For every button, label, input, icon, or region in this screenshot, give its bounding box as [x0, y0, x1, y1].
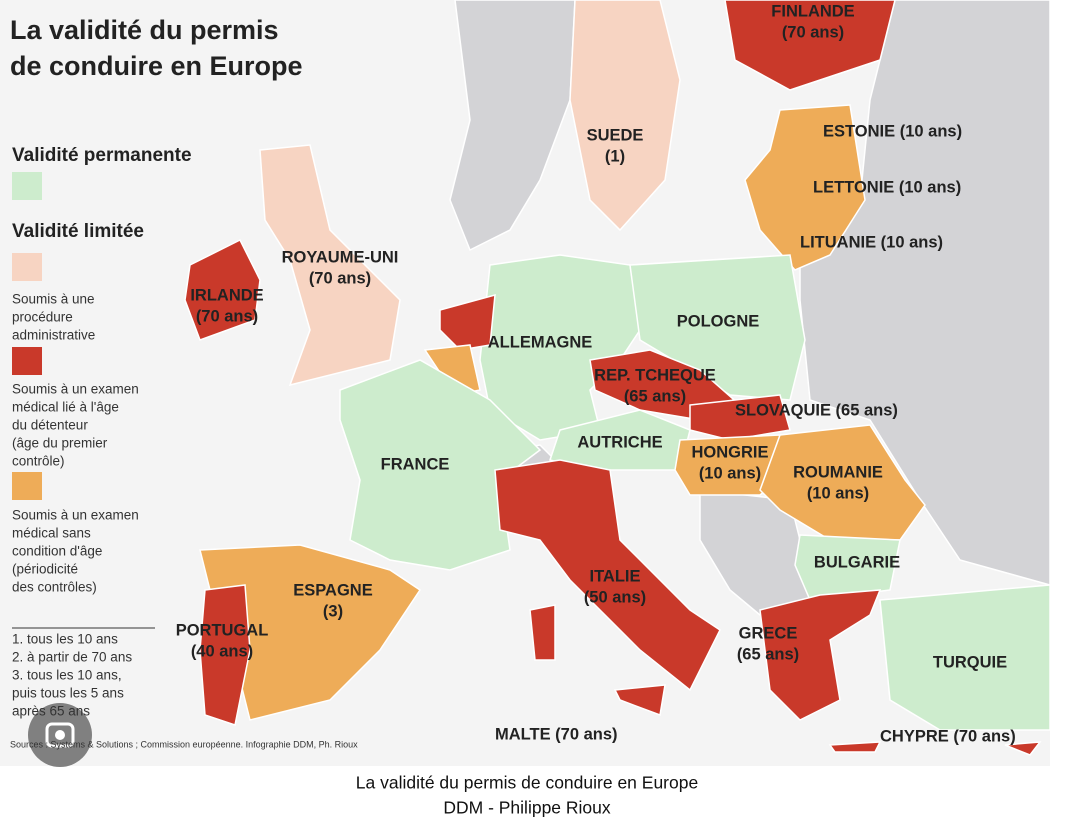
legend-swatch	[12, 472, 42, 500]
sardinia	[529, 604, 556, 661]
country-label: SUEDE	[587, 126, 644, 144]
country-label: REP. TCHEQUE	[594, 366, 716, 384]
country-label: HONGRIE	[691, 443, 768, 461]
legend-text: administrative	[12, 328, 95, 343]
note: 1. tous les 10 ans	[12, 632, 118, 647]
united-kingdom	[259, 144, 401, 387]
baltics	[744, 104, 866, 271]
legend-swatch	[12, 172, 42, 200]
country-label: (65 ans)	[737, 645, 799, 663]
country-label: SLOVAQUIE (65 ans)	[735, 401, 898, 419]
country-label: (10 ans)	[807, 484, 869, 502]
country-label: LETTONIE (10 ans)	[813, 178, 961, 196]
country-label: ROUMANIE	[793, 463, 883, 481]
country-label: (3)	[323, 602, 343, 620]
country-label: IRLANDE	[190, 286, 263, 304]
map	[184, 0, 1051, 756]
country-label: TURQUIE	[933, 653, 1007, 671]
note: 2. à partir de 70 ans	[12, 650, 132, 665]
country-label: ALLEMAGNE	[488, 333, 593, 351]
greece	[759, 589, 882, 721]
lens-icon-dot	[55, 730, 65, 740]
legend-swatch	[12, 253, 42, 281]
legend-text: Soumis à une	[12, 292, 95, 307]
country-label: FINLANDE	[771, 2, 854, 20]
country-label: LITUANIE (10 ans)	[800, 233, 943, 251]
country-label: (1)	[605, 147, 625, 165]
country-label: ESPAGNE	[293, 581, 372, 599]
country-label: PORTUGAL	[176, 621, 269, 639]
finland	[724, 0, 896, 91]
country-label: CHYPRE (70 ans)	[880, 727, 1016, 745]
crete	[828, 741, 882, 753]
france	[339, 359, 542, 571]
legend-text: du détenteur	[12, 418, 88, 433]
legend-text: médical sans	[12, 526, 91, 541]
title: de conduire en Europe	[10, 51, 303, 81]
legend-text: médical lié à l'âge	[12, 400, 119, 415]
country-label: (10 ans)	[699, 464, 761, 482]
legend-text: (périodicité	[12, 562, 78, 577]
title: La validité du permis	[10, 15, 279, 45]
legend-text: Soumis à un examen	[12, 382, 139, 397]
caption: La validité du permis de conduire en Eur…	[356, 773, 698, 793]
ireland	[184, 238, 261, 341]
cyprus	[1004, 741, 1042, 756]
country-label: POLOGNE	[677, 312, 760, 330]
country-label: ITALIE	[589, 567, 640, 585]
legend-text: condition d'âge	[12, 544, 102, 559]
slovakia	[689, 394, 791, 441]
country-label: AUTRICHE	[577, 433, 662, 451]
legend-text: des contrôles)	[12, 580, 97, 595]
note: 3. tous les 10 ans,	[12, 668, 122, 683]
legend-text: Soumis à un examen	[12, 508, 139, 523]
country-label: (70 ans)	[196, 307, 258, 325]
country-label: (40 ans)	[191, 642, 253, 660]
germany	[479, 254, 641, 441]
country-label: (65 ans)	[624, 387, 686, 405]
source: Sources : Systems & Solutions ; Commissi…	[10, 739, 358, 749]
country-label: BULGARIE	[814, 553, 900, 571]
lens-icon	[45, 722, 75, 748]
caption: DDM - Philippe Rioux	[443, 798, 611, 818]
netherlands	[439, 293, 496, 351]
legend-swatch	[12, 347, 42, 375]
note: puis tous les 5 ans	[12, 686, 124, 701]
sicily	[613, 684, 666, 717]
sweden	[569, 0, 681, 232]
legend-text: (âge du premier	[12, 436, 108, 451]
turkey	[879, 584, 1051, 731]
country-label: (70 ans)	[309, 269, 371, 287]
legend-text: procédure	[12, 310, 73, 325]
country-label: (70 ans)	[782, 23, 844, 41]
legend-text: contrôle)	[12, 454, 65, 469]
legend-heading: Validité limitée	[12, 221, 144, 242]
country-label: (50 ans)	[584, 588, 646, 606]
italy	[494, 459, 721, 692]
legend-heading: Validité permanente	[12, 145, 192, 166]
portugal	[199, 584, 251, 726]
note: après 65 ans	[12, 704, 90, 719]
country-label: MALTE (70 ans)	[495, 725, 618, 743]
country-label: ROYAUME-UNI	[282, 248, 399, 266]
country-label: ESTONIE (10 ans)	[823, 122, 962, 140]
country-label: GRECE	[739, 624, 798, 642]
country-label: FRANCE	[381, 455, 450, 473]
